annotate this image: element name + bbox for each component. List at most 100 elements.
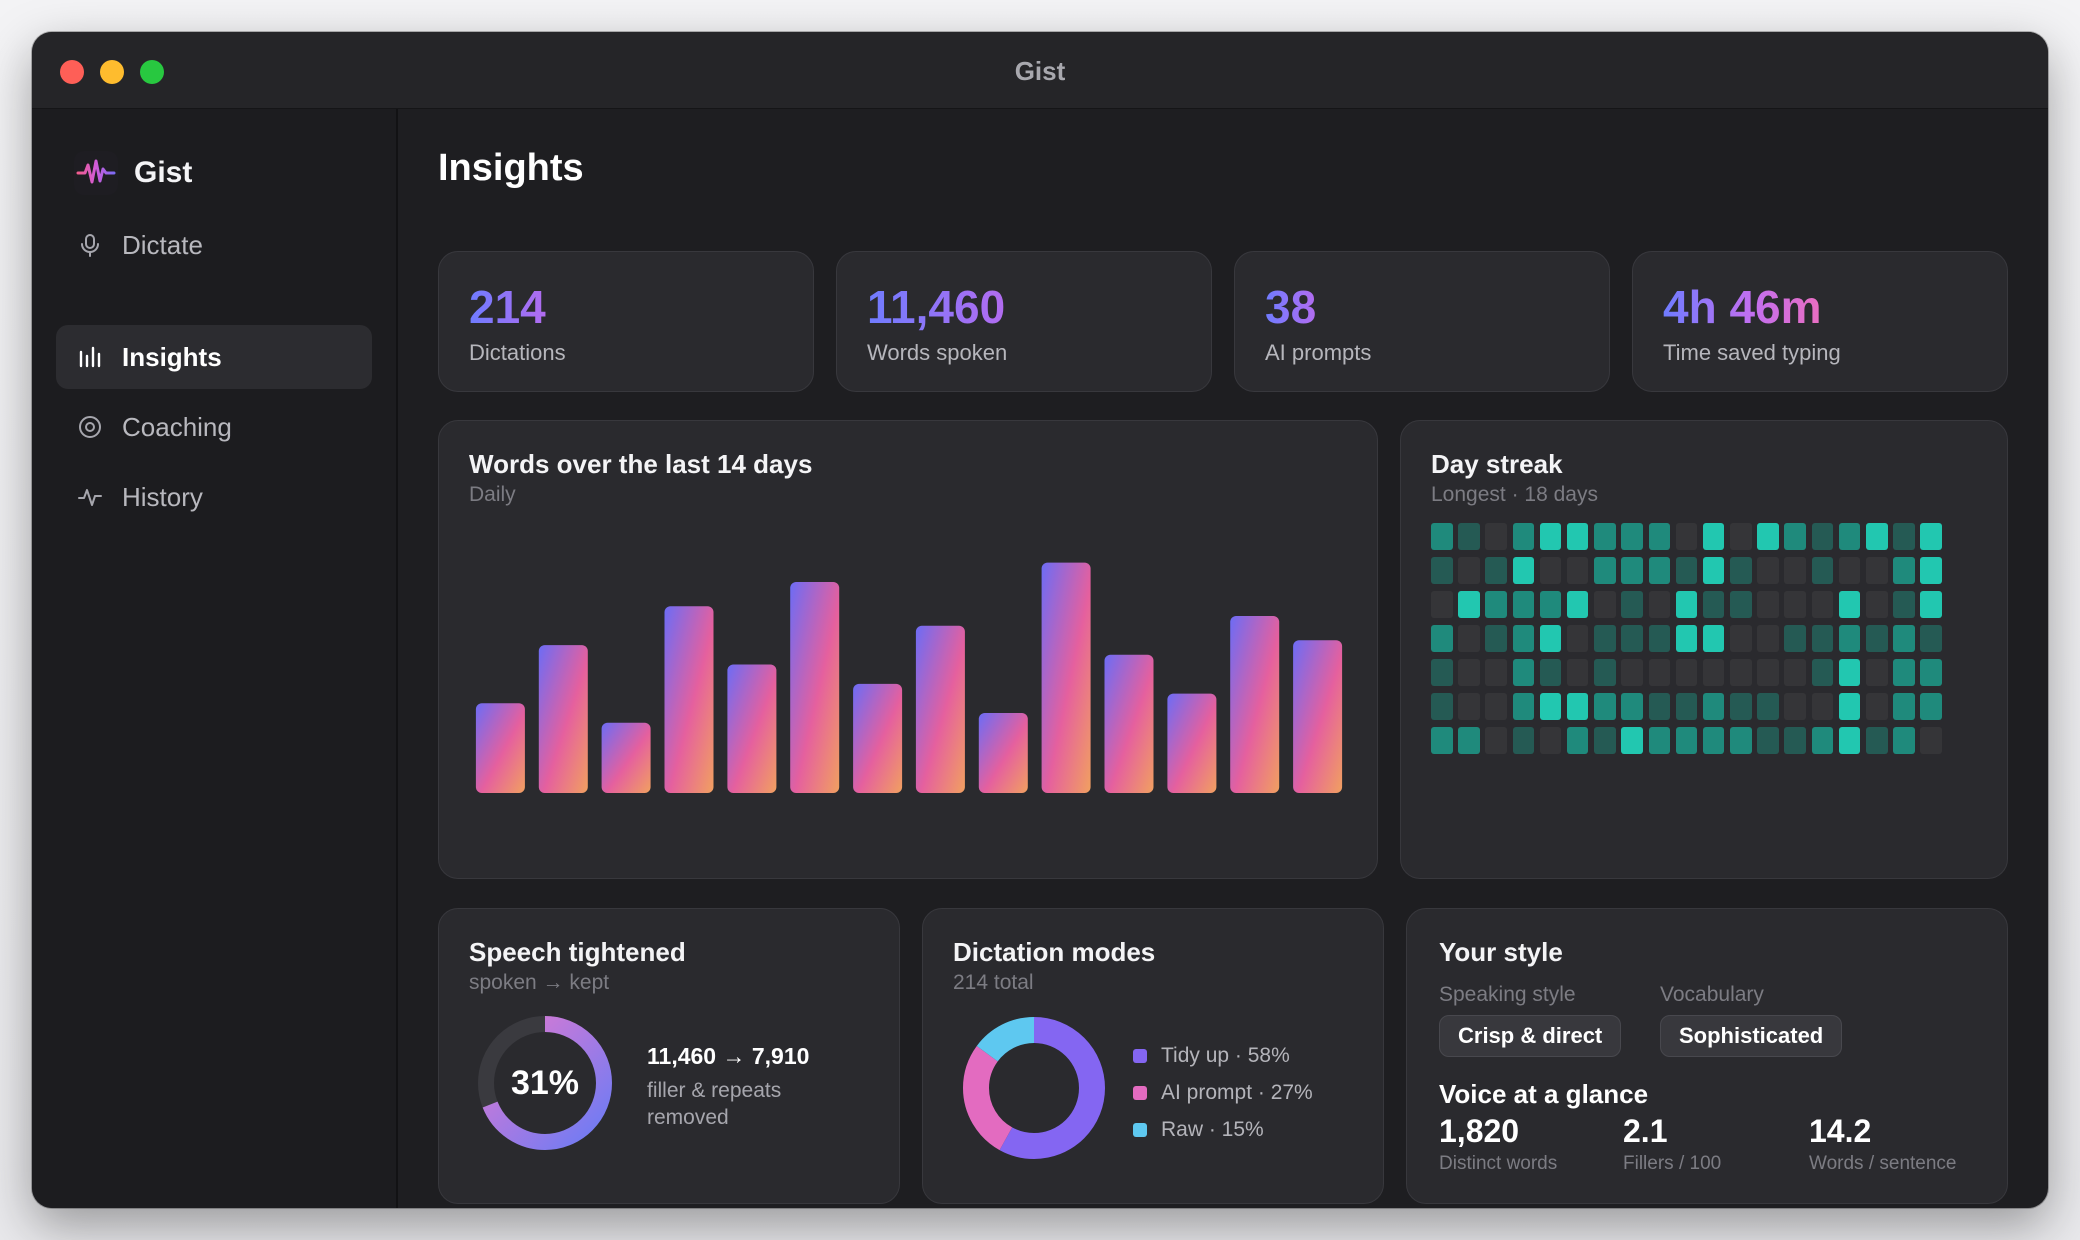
modes-donut-chart [963,1017,1105,1159]
mic-icon [76,231,104,259]
stat-card-dictations: 214 Dictations [438,251,814,392]
streak-day-cell [1838,625,1861,652]
words-chart-card: Words over the last 14 days Daily [438,420,1378,879]
vocabulary-chip: Sophisticated [1660,1015,1843,1057]
streak-day-cell [1539,625,1562,652]
streak-day-cell [1458,625,1480,652]
streak-day-cell [1675,625,1698,652]
streak-day-cell [1621,523,1643,550]
streak-day-cell [1675,523,1698,550]
legend-item-ai-prompt: AI prompt · 27% [1133,1074,1313,1111]
streak-day-cell [1539,659,1562,686]
streak-day-cell [1893,523,1915,550]
bar-day-2 [538,645,588,793]
streak-day-cell [1539,591,1562,618]
sidebar-item-history[interactable]: History [56,465,372,529]
chart-subtitle: Daily [469,483,516,506]
streak-day-cell [1594,625,1616,652]
metric-distinct-words-value: 1,820 [1439,1113,1520,1149]
donut-slice-2 [963,1017,1105,1159]
streak-day-cell [1893,659,1915,686]
streak-day-cell [1920,693,1942,720]
dictation-modes-card: Dictation modes 214 total Tidy up · 58% … [922,908,1384,1204]
streak-day-cell [1458,523,1480,550]
streak-day-cell [1512,727,1535,754]
style-title: Your style [1439,937,1563,967]
sidebar-item-dictate[interactable]: Dictate [56,213,372,277]
legend-swatch [1133,1122,1147,1137]
streak-day-cell [1675,727,1698,754]
streak-day-cell [1485,523,1507,550]
window-title: Gist [1014,56,1066,86]
streak-day-cell [1702,659,1725,686]
streak-day-cell [1675,557,1698,584]
streak-day-cell [1566,625,1589,652]
streak-day-cell [1512,693,1535,720]
stat-label: Time saved typing [1663,340,1841,365]
streak-day-cell [1512,591,1535,618]
streak-day-cell [1893,557,1915,584]
streak-day-cell [1784,693,1806,720]
close-window-button[interactable] [60,60,84,84]
bar-day-12 [1167,693,1217,793]
bar-chart-icon [76,343,104,371]
bar-day-5 [727,664,777,793]
streak-day-cell [1702,523,1725,550]
streak-day-cell [1566,591,1589,618]
sidebar-item-label: Dictate [122,229,203,260]
streak-day-cell [1784,557,1806,584]
bar-day-4 [664,606,714,793]
streak-day-cell [1458,557,1480,584]
sidebar-item-coaching[interactable]: Coaching [56,395,372,459]
streak-day-cell [1784,659,1806,686]
sidebar-item-label: Insights [122,341,222,372]
streak-day-cell [1458,659,1480,686]
streak-day-cell [1485,727,1507,754]
stat-card-time-saved: 4h 46m Time saved typing [1632,251,2008,392]
legend-label: AI prompt · 27% [1161,1080,1313,1104]
waveform-logo-icon [74,151,118,195]
streak-day-cell [1539,727,1562,754]
metric-fillers-value: 2.1 [1623,1113,1668,1149]
streak-day-cell [1512,557,1535,584]
streak-day-cell [1431,557,1453,584]
stat-card-words-spoken: 11,460 Words spoken [836,251,1212,392]
streak-day-cell [1566,727,1589,754]
chart-title: Words over the last 14 days [469,449,813,479]
streak-day-cell [1811,659,1834,686]
brand-name: Gist [134,156,193,189]
streak-day-cell [1866,625,1888,652]
legend-item-raw: Raw · 15% [1133,1111,1313,1148]
legend-swatch [1133,1085,1147,1100]
zoom-window-button[interactable] [140,60,164,84]
streak-day-cell [1757,523,1779,550]
streak-day-cell [1431,591,1453,618]
streak-day-cell [1730,693,1752,720]
streak-day-cell [1512,659,1535,686]
streak-day-cell [1920,591,1942,618]
streak-day-cell [1702,625,1725,652]
streak-day-cell [1920,557,1942,584]
modes-title: Dictation modes [953,937,1156,967]
streak-day-cell [1784,727,1806,754]
streak-day-cell [1431,693,1453,720]
bar-day-1 [475,703,525,793]
stat-label: AI prompts [1265,340,1372,365]
bar-day-7 [853,683,903,793]
minimize-window-button[interactable] [100,60,124,84]
streak-day-cell [1757,625,1779,652]
streak-day-cell [1458,591,1480,618]
legend-label: Tidy up · 58% [1161,1043,1290,1067]
stat-value: 11,460 [867,281,1006,333]
streak-day-cell [1757,557,1779,584]
main-content: Insights 214 Dictations 11,460 Words spo… [396,109,2048,1208]
modes-legend: Tidy up · 58% AI prompt · 27% Raw · 15% [1133,1037,1313,1148]
streak-day-cell [1920,523,1942,550]
streak-day-cell [1431,625,1453,652]
streak-heatmap [1431,523,1942,754]
streak-day-cell [1621,727,1643,754]
brand: Gist [74,149,192,197]
sidebar-item-insights[interactable]: Insights [56,325,372,389]
streak-day-cell [1594,591,1616,618]
streak-day-cell [1730,523,1752,550]
